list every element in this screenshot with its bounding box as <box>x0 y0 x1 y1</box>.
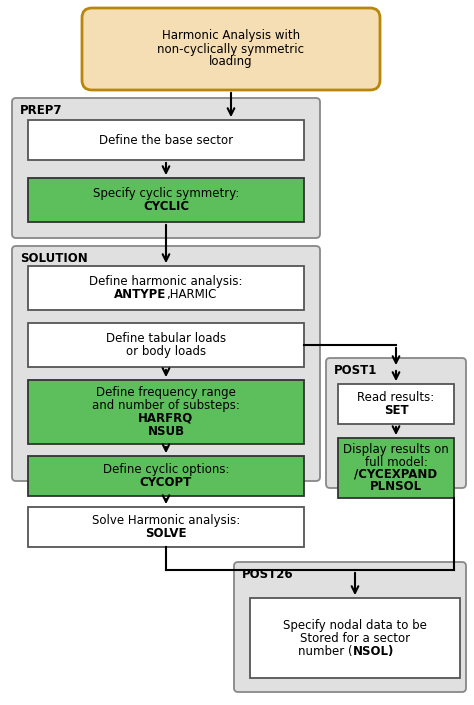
Text: SET: SET <box>383 404 408 417</box>
Text: Read results:: Read results: <box>357 391 435 404</box>
Bar <box>28 380 304 444</box>
FancyBboxPatch shape <box>326 358 466 488</box>
Text: or body loads: or body loads <box>126 345 206 358</box>
Bar <box>338 438 454 498</box>
FancyBboxPatch shape <box>12 246 320 481</box>
Text: Define cyclic options:: Define cyclic options: <box>103 463 229 476</box>
Text: HARFRQ: HARFRQ <box>138 412 193 425</box>
FancyBboxPatch shape <box>12 98 320 238</box>
Text: POST26: POST26 <box>242 568 293 581</box>
Bar <box>338 384 454 424</box>
FancyBboxPatch shape <box>82 8 380 90</box>
Bar <box>28 120 304 160</box>
Bar <box>28 178 304 222</box>
Text: NSOL): NSOL) <box>353 644 394 658</box>
Text: NSUB: NSUB <box>147 424 184 438</box>
Text: SOLVE: SOLVE <box>145 527 187 540</box>
Bar <box>28 323 304 367</box>
Bar <box>28 266 304 310</box>
Text: Specify nodal data to be: Specify nodal data to be <box>283 618 427 632</box>
Text: /CYCEXPAND: /CYCEXPAND <box>355 467 438 481</box>
Text: non-cyclically symmetric: non-cyclically symmetric <box>157 42 304 56</box>
Text: CYCLIC: CYCLIC <box>143 200 189 213</box>
Text: ,HARMIC: ,HARMIC <box>166 288 216 301</box>
Text: CYCOPT: CYCOPT <box>140 476 192 489</box>
Text: PREP7: PREP7 <box>20 104 63 117</box>
FancyBboxPatch shape <box>234 562 466 692</box>
Text: Specify cyclic symmetry:: Specify cyclic symmetry: <box>93 187 239 200</box>
Bar <box>28 456 304 496</box>
Text: Define harmonic analysis:: Define harmonic analysis: <box>89 275 243 288</box>
Text: Define tabular loads: Define tabular loads <box>106 332 226 345</box>
Text: Harmonic Analysis with: Harmonic Analysis with <box>162 30 300 42</box>
Text: SOLUTION: SOLUTION <box>20 252 88 265</box>
Text: Solve Harmonic analysis:: Solve Harmonic analysis: <box>92 514 240 527</box>
Bar <box>28 507 304 547</box>
Text: and number of substeps:: and number of substeps: <box>92 399 240 412</box>
Text: loading: loading <box>209 56 253 68</box>
Text: number (: number ( <box>298 644 353 658</box>
Bar <box>250 598 460 678</box>
Text: Define frequency range: Define frequency range <box>96 386 236 399</box>
Text: POST1: POST1 <box>334 364 377 377</box>
Text: Stored for a sector: Stored for a sector <box>300 632 410 644</box>
Text: PLNSOL: PLNSOL <box>370 479 422 493</box>
Text: full model:: full model: <box>365 455 428 469</box>
Text: ANTYPE: ANTYPE <box>114 288 166 301</box>
Text: Define the base sector: Define the base sector <box>99 133 233 147</box>
Text: Display results on: Display results on <box>343 443 449 457</box>
